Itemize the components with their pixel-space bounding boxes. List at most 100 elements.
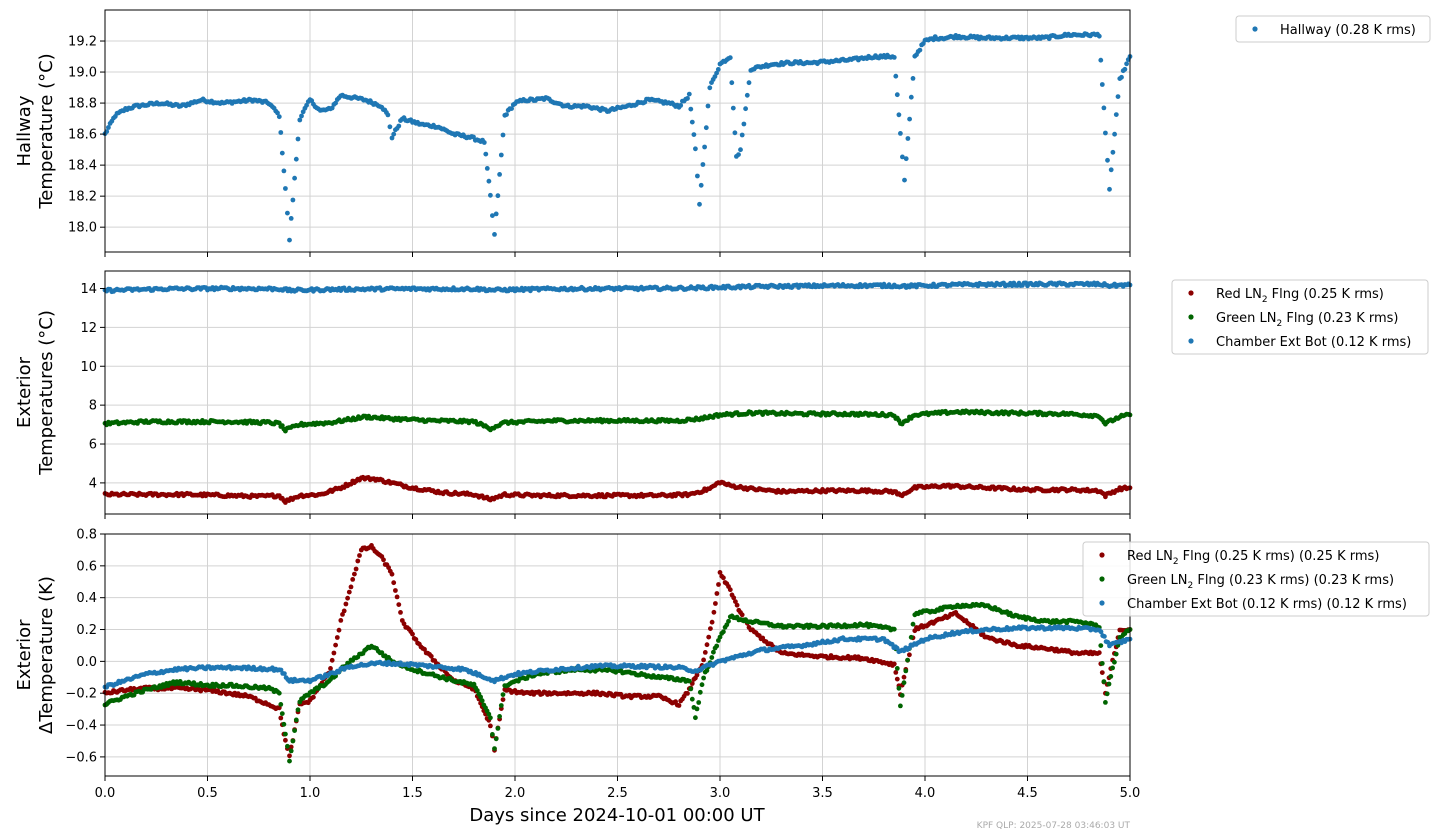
legend-label: Chamber Ext Bot (0.12 K rms) (0.12 K rms… (1127, 597, 1407, 612)
data-point (486, 178, 492, 184)
data-point (708, 626, 713, 631)
data-point (295, 707, 301, 713)
data-point (488, 192, 493, 198)
data-point (714, 70, 719, 76)
data-point (285, 210, 290, 216)
data-point (711, 609, 717, 615)
y-tick-label: 19.2 (68, 35, 97, 50)
y-tick-label: 0.6 (76, 559, 97, 574)
data-point (714, 591, 720, 596)
data-point (721, 575, 726, 581)
x-tick-label: 2.5 (607, 786, 628, 801)
data-point (703, 125, 709, 131)
data-point (292, 175, 297, 181)
data-point (497, 714, 502, 719)
data-point (481, 140, 487, 145)
data-point (282, 671, 287, 676)
y-tick-label: 8 (89, 399, 97, 414)
data-point (907, 652, 912, 658)
data-point (699, 682, 705, 688)
x-tick-label: 1.0 (300, 786, 321, 801)
data-point (348, 584, 354, 590)
data-point (311, 694, 316, 700)
legend-label-part: Green LN (1127, 573, 1187, 588)
data-point (746, 80, 752, 86)
data-point (693, 715, 698, 721)
data-point (917, 47, 923, 53)
data-point (346, 589, 352, 595)
data-point (676, 703, 682, 708)
data-point (328, 666, 333, 671)
data-point (727, 587, 733, 593)
data-point (688, 106, 694, 112)
data-point (910, 76, 916, 81)
data-point (385, 112, 391, 118)
data-point (285, 743, 290, 749)
data-point (738, 147, 743, 153)
data-point (276, 114, 282, 120)
x-tick-label: 3.0 (710, 786, 731, 801)
data-point (288, 748, 294, 754)
data-point (287, 758, 292, 764)
legend-label-subscript: 2 (1276, 319, 1282, 329)
data-point (727, 55, 733, 61)
data-point (334, 635, 340, 640)
data-point (304, 102, 309, 108)
data-point (295, 136, 301, 142)
data-point (741, 121, 747, 127)
legend-marker (1188, 338, 1194, 344)
data-point (495, 726, 501, 731)
data-point (896, 112, 902, 118)
x-tick-label: 3.5 (812, 786, 833, 801)
data-point (391, 131, 397, 137)
data-point (1112, 659, 1117, 665)
data-point (1108, 674, 1114, 679)
legend-box (1235, 15, 1431, 43)
x-tick-label: 0.5 (197, 786, 218, 801)
data-point (389, 571, 395, 577)
legend-marker (1252, 26, 1258, 32)
data-point (1113, 112, 1119, 117)
data-point (896, 685, 902, 691)
data-point (357, 553, 362, 558)
data-point (281, 168, 287, 174)
data-point (693, 146, 698, 152)
data-point (345, 595, 350, 601)
data-point (901, 674, 907, 680)
legend-label: Red LN2 Flng (0.25 K rms) (1216, 287, 1384, 305)
series-3-points (102, 624, 1133, 690)
data-point (493, 736, 499, 742)
data-point (1112, 131, 1117, 137)
data-point (898, 131, 903, 136)
data-point (893, 670, 899, 675)
data-point (1098, 643, 1104, 648)
data-point (1110, 149, 1116, 155)
data-point (329, 105, 335, 111)
data-point (329, 657, 335, 663)
data-point (386, 565, 391, 570)
data-point (355, 558, 361, 564)
data-point (497, 172, 502, 177)
data-point (891, 661, 897, 667)
data-point (287, 753, 292, 759)
data-point (739, 132, 745, 138)
y-tick-label: 18.6 (68, 128, 97, 143)
data-point (910, 621, 916, 627)
data-point (410, 631, 415, 637)
y-tick-label: 0.2 (76, 623, 97, 638)
y-axis-label-line: Exterior (14, 356, 35, 428)
legend-label-subscript: 2 (1187, 581, 1193, 591)
data-point (338, 618, 344, 623)
legend-label: Red LN2 Flng (0.25 K rms) (0.25 K rms) (1127, 549, 1379, 567)
legend-box (1082, 541, 1430, 617)
data-point (492, 232, 497, 237)
y-tick-label: 0.8 (76, 528, 97, 543)
legend-marker (1099, 576, 1105, 582)
data-point (701, 657, 706, 663)
data-point (700, 162, 706, 167)
data-point (1113, 651, 1119, 657)
data-point (504, 112, 509, 117)
data-point (716, 582, 721, 587)
data-point (500, 692, 506, 697)
x-axis-label: Days since 2024-10-01 00:00 UT (469, 805, 765, 826)
